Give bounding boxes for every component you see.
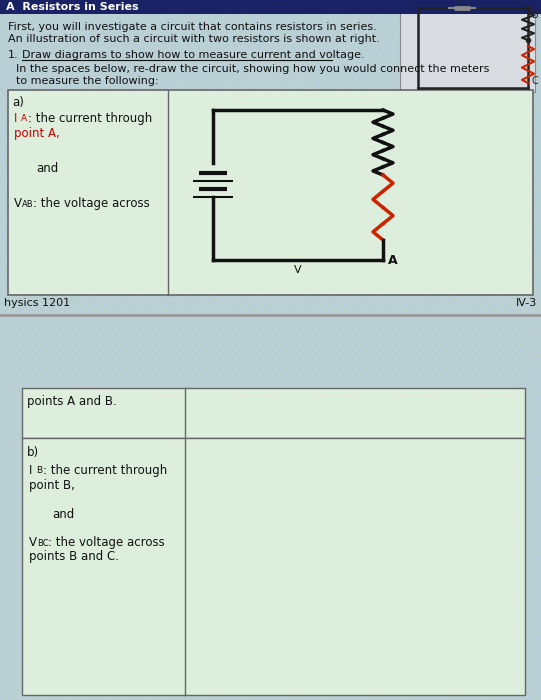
Text: An illustration of such a circuit with two resistors is shown at right.: An illustration of such a circuit with t… — [8, 34, 380, 44]
Text: V: V — [294, 265, 302, 275]
Text: points A and B.: points A and B. — [27, 395, 117, 408]
Text: to measure the following:: to measure the following: — [16, 76, 159, 86]
Bar — [0, 315, 541, 700]
Text: A: A — [21, 114, 27, 123]
Bar — [22, 388, 525, 438]
Text: points B and C.: points B and C. — [29, 550, 119, 563]
Bar — [8, 90, 533, 295]
Text: B: B — [36, 466, 42, 475]
Text: V: V — [454, 0, 461, 3]
Text: : the current through: : the current through — [43, 464, 167, 477]
Text: : the voltage across: : the voltage across — [33, 197, 150, 210]
Text: I: I — [14, 112, 17, 125]
Text: IV-3: IV-3 — [516, 298, 537, 308]
Text: and: and — [36, 162, 58, 175]
Text: BC: BC — [37, 539, 49, 548]
Text: C: C — [532, 76, 539, 86]
Text: V: V — [29, 536, 37, 549]
Bar — [400, 2, 535, 92]
Text: I: I — [29, 464, 32, 477]
Text: hysics 1201: hysics 1201 — [4, 298, 70, 308]
Text: : the voltage across: : the voltage across — [48, 536, 165, 549]
Text: In the spaces below, re-draw the circuit, showing how you would connect the mete: In the spaces below, re-draw the circuit… — [16, 64, 490, 74]
Text: AB: AB — [22, 200, 34, 209]
Text: and: and — [52, 508, 74, 521]
Text: a): a) — [12, 96, 24, 109]
Text: b): b) — [27, 446, 39, 459]
Text: Draw diagrams to show how to measure current and voltage.: Draw diagrams to show how to measure cur… — [22, 50, 365, 60]
Text: A  Resistors in Series: A Resistors in Series — [6, 2, 138, 12]
Text: First, you will investigate a circuit that contains resistors in series.: First, you will investigate a circuit th… — [8, 22, 377, 32]
Text: point B,: point B, — [29, 479, 75, 492]
Bar — [22, 438, 525, 695]
Text: : the current through: : the current through — [28, 112, 152, 125]
Text: V: V — [14, 197, 22, 210]
Text: A: A — [388, 253, 398, 267]
Text: B: B — [532, 10, 539, 20]
Bar — [0, 0, 541, 14]
Text: point A,: point A, — [14, 127, 60, 140]
Text: 1.: 1. — [8, 50, 18, 60]
